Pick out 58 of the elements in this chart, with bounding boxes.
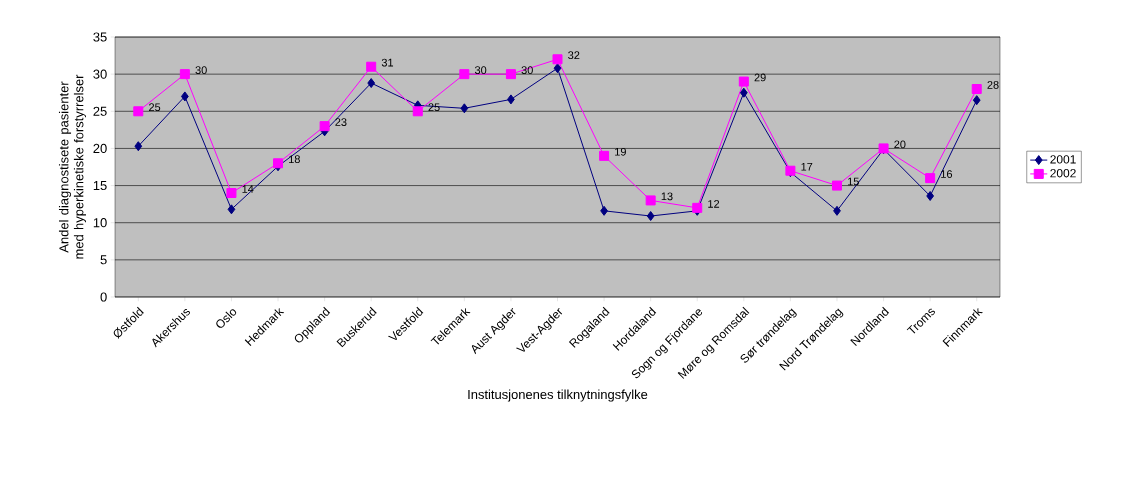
point	[460, 103, 469, 114]
data-label: 31	[381, 58, 394, 67]
point	[738, 76, 749, 87]
data-label: 19	[615, 147, 626, 156]
point	[134, 141, 143, 152]
data-label: 16	[941, 170, 953, 178]
data-label: 29	[754, 73, 766, 82]
point	[505, 69, 516, 80]
point	[972, 95, 981, 106]
point	[599, 150, 610, 161]
legend-label: 2002	[1050, 169, 1076, 178]
point	[181, 91, 189, 102]
point	[179, 69, 190, 80]
y-tick-label: 30	[93, 69, 107, 79]
y-tick-label: 15	[93, 181, 107, 191]
point	[412, 106, 423, 117]
point	[366, 61, 377, 72]
data-label: 25	[149, 103, 161, 112]
point	[833, 205, 841, 216]
y-axis-title: Andel diagnostisete pasienter med hyperkinetiske forstyrrelser	[58, 74, 86, 259]
data-label: 32	[568, 51, 580, 60]
data-label: 20	[894, 140, 906, 149]
point	[925, 173, 936, 184]
y-tick-label: 0	[100, 292, 107, 302]
point	[831, 180, 842, 191]
data-label: 30	[474, 66, 487, 74]
data-label: 14	[242, 185, 254, 193]
point	[319, 121, 330, 132]
data-label: 13	[661, 192, 673, 201]
point	[507, 94, 515, 105]
y-tick-label: 35	[93, 32, 107, 42]
point	[226, 188, 237, 198]
point	[459, 69, 470, 80]
y-tick-label: 20	[93, 143, 107, 154]
y-tick-label: 10	[93, 218, 107, 228]
data-label: 23	[335, 118, 347, 126]
point	[133, 106, 144, 117]
point	[367, 78, 376, 89]
point	[739, 87, 748, 98]
point	[645, 195, 656, 206]
point	[227, 204, 236, 215]
legend-label: 2001	[1050, 155, 1076, 164]
point	[552, 54, 563, 65]
data-label: 12	[708, 200, 720, 208]
point	[553, 63, 562, 74]
data-label: 15	[848, 177, 859, 186]
point	[926, 190, 935, 201]
data-label: 30	[195, 66, 207, 74]
data-label: 28	[987, 81, 999, 89]
point	[600, 205, 608, 216]
x-axis-title: Institusjonenes tilknytningsfylke	[468, 389, 648, 402]
x-tick-label: Oslo	[216, 309, 237, 328]
data-label: 18	[289, 155, 300, 164]
data-label: 17	[801, 162, 813, 171]
y-tick-label: 25	[93, 106, 107, 116]
point	[971, 84, 982, 94]
y-tick-label: 5	[100, 255, 107, 265]
point	[646, 211, 655, 222]
